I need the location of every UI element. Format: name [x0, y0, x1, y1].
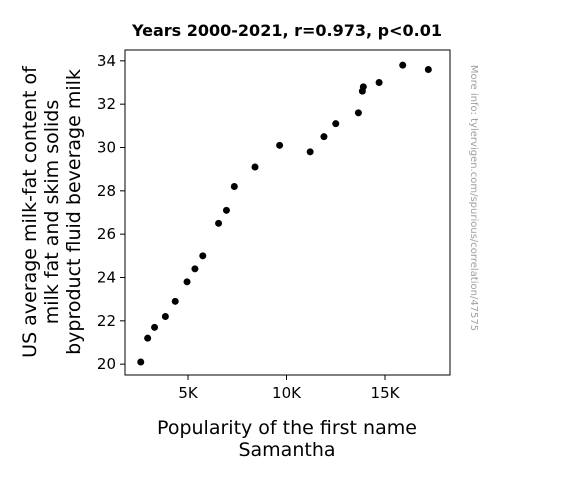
data-point-11	[230, 183, 238, 190]
x-tick-label-2: 15K	[371, 384, 401, 402]
data-point-20	[144, 334, 152, 342]
y-tick-label-1: 22	[97, 312, 116, 330]
y-tick-label-7: 34	[97, 52, 116, 70]
x-axis-label-line-1: Popularity of the first name	[157, 417, 417, 439]
data-point-17	[171, 297, 179, 305]
y-tick-label-6: 32	[97, 95, 116, 113]
x-tick-label-0: 5K	[178, 384, 199, 402]
x-tick-label-1: 10K	[272, 384, 302, 402]
data-point-10	[251, 163, 259, 171]
x-axis-label-line-2: Samantha	[238, 439, 335, 461]
y-tick-label-4: 28	[97, 182, 116, 200]
x-axis-label: Popularity of the first name Samantha	[157, 417, 417, 461]
data-point-19	[151, 323, 159, 331]
data-point-5	[354, 109, 362, 117]
data-point-9	[276, 141, 284, 149]
data-point-18	[161, 313, 169, 320]
y-axis-label-line-3: byproduct fluid beverage milk	[63, 69, 85, 355]
y-axis-label-line-2: milk fat and skim solids	[41, 100, 63, 324]
data-point-12	[222, 206, 230, 214]
data-point-15	[191, 265, 199, 273]
data-point-0	[424, 66, 432, 73]
y-axis-label: US average milk-fat content of milk fat …	[19, 65, 85, 358]
data-point-1	[399, 61, 407, 69]
data-point-14	[199, 252, 207, 260]
data-point-8	[306, 148, 314, 156]
y-axis-label-line-1: US average milk-fat content of	[19, 65, 41, 358]
y-tick-label-5: 30	[97, 139, 116, 157]
data-point-6	[332, 120, 340, 128]
chart-title: Years 2000-2021, r=0.973, p<0.01	[131, 21, 442, 40]
y-tick-label-2: 24	[97, 269, 116, 287]
plot-area-frame	[124, 49, 451, 376]
axis-ticks: 5K 10K 15K 20 22 24 26 28 30 32 34	[97, 52, 401, 402]
y-tick-label-3: 26	[97, 225, 116, 243]
data-point-4	[358, 87, 366, 95]
data-points	[137, 61, 432, 366]
data-point-13	[215, 219, 223, 227]
data-point-21	[137, 358, 145, 366]
data-point-7	[320, 133, 328, 141]
data-point-16	[183, 278, 191, 286]
watermark-text: More info: tylervigen.com/spurious/corre…	[468, 65, 479, 331]
y-tick-label-0: 20	[97, 355, 116, 373]
data-point-2	[375, 79, 383, 86]
